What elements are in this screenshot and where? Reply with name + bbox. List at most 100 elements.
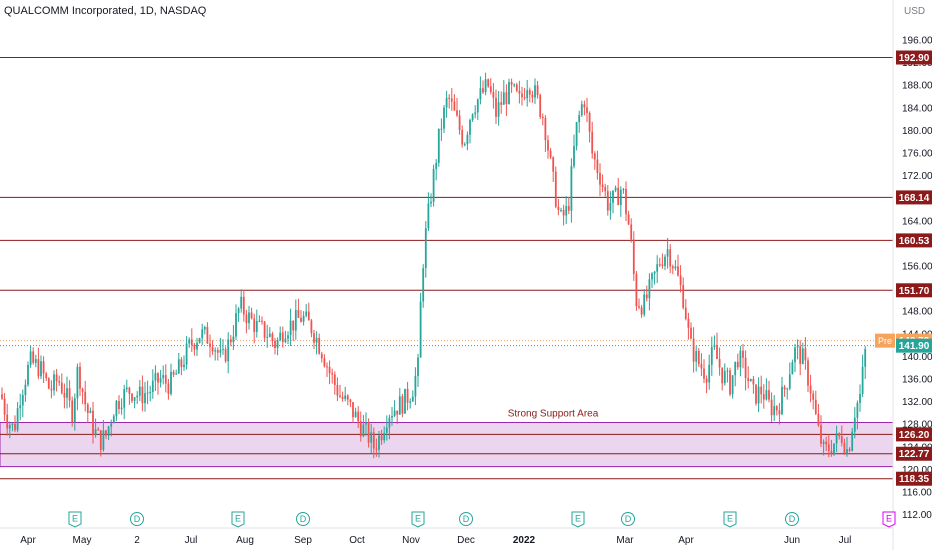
candle-108 bbox=[281, 326, 284, 348]
candle-body bbox=[692, 338, 695, 362]
candle-body bbox=[770, 399, 773, 416]
candle-body bbox=[372, 432, 375, 449]
candle-237 bbox=[617, 177, 620, 206]
candle-body bbox=[11, 423, 14, 426]
candle-body bbox=[253, 318, 256, 332]
candle-body bbox=[630, 224, 633, 240]
candle-body bbox=[783, 386, 786, 390]
y-tick-112: 112.00 bbox=[902, 510, 932, 521]
level-tag-122.77: 122.77 bbox=[896, 446, 932, 461]
level-tag-118.35-bg bbox=[896, 471, 932, 486]
candle-body bbox=[476, 99, 479, 113]
candle-body bbox=[588, 112, 591, 132]
candle-body bbox=[92, 410, 94, 435]
candle-body bbox=[853, 417, 856, 432]
candle-body bbox=[822, 441, 825, 444]
candle-88 bbox=[229, 335, 232, 347]
candle-256 bbox=[666, 238, 669, 269]
candle-169 bbox=[440, 118, 443, 141]
candle-body bbox=[825, 441, 828, 445]
candle-75 bbox=[196, 337, 198, 356]
premarket-tag-label: Pre bbox=[878, 336, 892, 346]
candle-body bbox=[81, 388, 84, 392]
candle-235 bbox=[612, 190, 614, 214]
candle-164 bbox=[427, 192, 430, 232]
candle-body bbox=[136, 395, 139, 398]
candle-body bbox=[539, 95, 542, 117]
candle-283 bbox=[736, 353, 739, 370]
candle-body bbox=[55, 374, 58, 382]
candle-body bbox=[287, 335, 289, 339]
candle-21 bbox=[55, 368, 58, 392]
candle-body bbox=[445, 97, 448, 108]
candle-269 bbox=[700, 353, 703, 377]
earnings-icon-label: E bbox=[235, 514, 241, 524]
candle-320 bbox=[833, 443, 835, 456]
candle-331 bbox=[861, 354, 864, 398]
candle-body bbox=[344, 395, 347, 399]
candle-body bbox=[747, 378, 750, 382]
candle-body bbox=[757, 386, 760, 404]
candle-body bbox=[240, 296, 243, 309]
candle-body bbox=[188, 339, 191, 344]
candle-185 bbox=[482, 80, 484, 95]
candle-24 bbox=[63, 383, 66, 409]
candle-274 bbox=[713, 335, 716, 351]
candle-body bbox=[422, 268, 425, 302]
candle-body bbox=[359, 421, 362, 437]
candle-110 bbox=[287, 331, 289, 344]
y-tick-176: 176.00 bbox=[902, 149, 932, 160]
candle-135 bbox=[352, 402, 354, 423]
candle-body bbox=[469, 119, 471, 135]
candle-74 bbox=[193, 342, 196, 356]
candle-232 bbox=[604, 183, 607, 197]
candle-252 bbox=[656, 255, 659, 284]
candle-body bbox=[144, 393, 146, 404]
candle-6 bbox=[16, 402, 19, 433]
y-tick-180: 180.00 bbox=[902, 126, 932, 137]
candle-body bbox=[263, 321, 266, 338]
candle-body bbox=[206, 327, 209, 344]
candle-body bbox=[820, 425, 822, 444]
candle-body bbox=[734, 361, 737, 376]
candle-300 bbox=[781, 376, 783, 416]
candle-127 bbox=[331, 368, 334, 384]
x-tick-5: Sep bbox=[294, 535, 312, 546]
candle-body bbox=[14, 423, 16, 431]
candle-329 bbox=[856, 400, 859, 430]
candle-body bbox=[739, 350, 742, 368]
candle-51 bbox=[133, 396, 136, 409]
y-tick-116: 116.00 bbox=[902, 488, 932, 499]
candle-body bbox=[255, 321, 258, 332]
candle-10 bbox=[27, 361, 29, 387]
candle-body bbox=[331, 373, 334, 375]
level-tag-126.20: 126.20 bbox=[896, 427, 932, 442]
candle-body bbox=[463, 144, 466, 146]
candle-body bbox=[232, 336, 235, 343]
earnings-icon-label: E bbox=[886, 514, 892, 524]
candle-294 bbox=[765, 378, 768, 401]
candle-194 bbox=[505, 84, 508, 117]
candle-13 bbox=[34, 354, 37, 368]
candle-body bbox=[489, 86, 492, 92]
candle-152 bbox=[396, 410, 399, 424]
candle-body bbox=[560, 209, 562, 211]
candle-body bbox=[94, 429, 97, 435]
candle-body bbox=[302, 315, 305, 322]
candle-146 bbox=[380, 429, 383, 445]
candle-body bbox=[513, 84, 516, 86]
candle-body bbox=[216, 350, 219, 353]
candle-body bbox=[684, 307, 687, 319]
candle-242 bbox=[630, 218, 633, 243]
candle-body bbox=[89, 410, 92, 414]
candle-249 bbox=[648, 273, 651, 311]
candle-body bbox=[635, 274, 638, 307]
candle-89 bbox=[232, 325, 235, 350]
level-tag-118.35-text: 118.35 bbox=[899, 474, 929, 485]
candle-body bbox=[700, 364, 703, 369]
candle-33 bbox=[86, 402, 89, 423]
candle-body bbox=[385, 427, 388, 433]
level-tag-168.14: 168.14 bbox=[896, 190, 932, 205]
candle-284 bbox=[739, 346, 742, 377]
